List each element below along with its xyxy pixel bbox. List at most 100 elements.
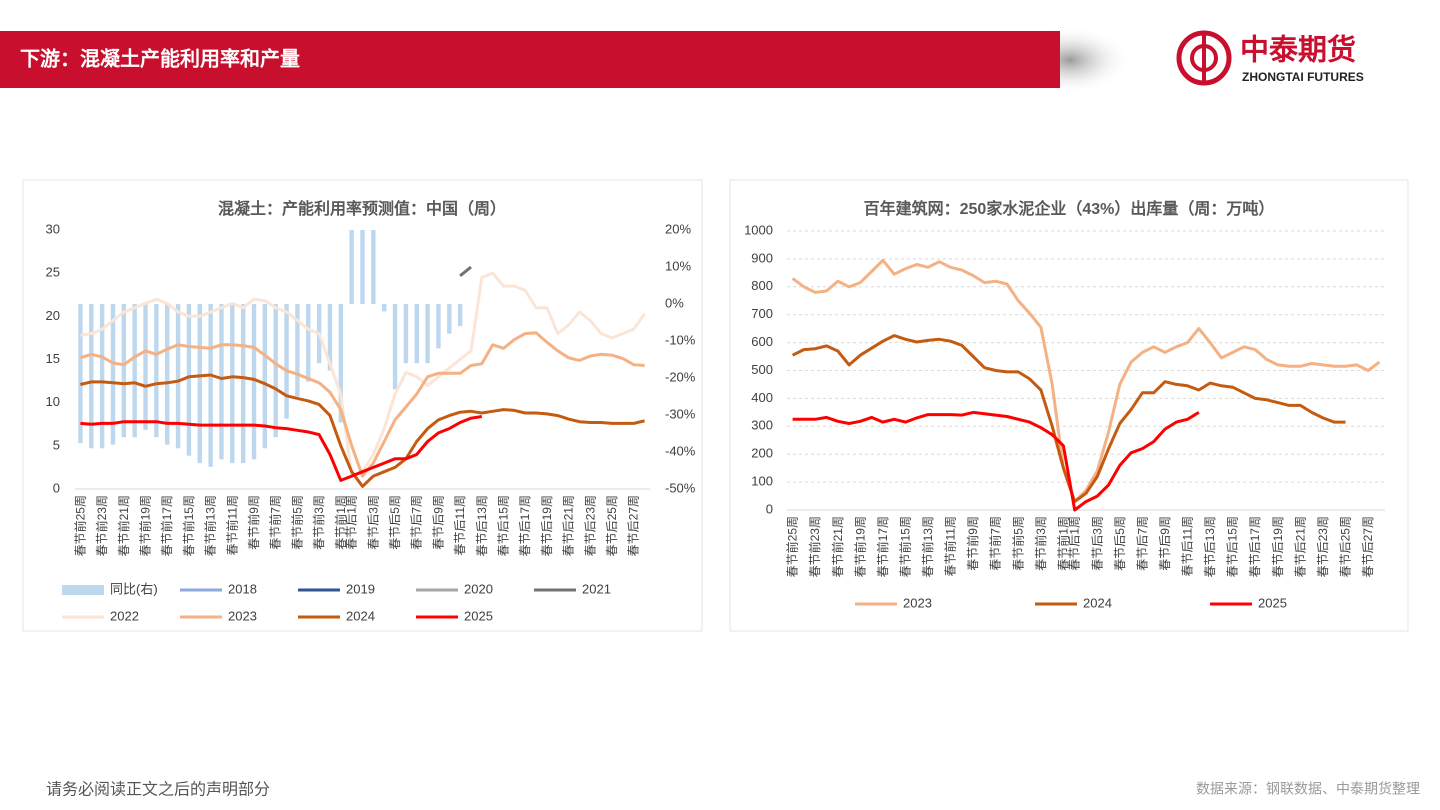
chart-title: 混凝土：产能利用率预测值：中国（周） (218, 199, 506, 218)
x-tick-label: 春节前5周 (289, 495, 304, 550)
logo-name: 中泰期货 (1240, 33, 1356, 67)
x-tick-label: 春节前7周 (988, 516, 1003, 571)
x-tick-label: 春节前23周 (807, 516, 822, 577)
x-tick-label: 春节后7周 (1135, 516, 1149, 571)
y2-tick-label: 0% (665, 295, 684, 310)
y-tick-label: 0 (766, 501, 773, 516)
line (80, 373, 645, 488)
legend-swatch (62, 585, 104, 595)
y2-tick-label: -30% (665, 406, 696, 421)
y2-tick-label: -40% (665, 443, 696, 458)
x-tick-label: 春节前3周 (311, 495, 326, 550)
y-tick-label: 30 (46, 221, 60, 236)
bar (165, 304, 170, 445)
bar (457, 304, 463, 327)
y2-tick-label: 10% (665, 258, 691, 273)
legend-label: 同比(右) (110, 581, 158, 596)
x-tick-label: 春节后3周 (366, 495, 380, 550)
bar (99, 304, 105, 449)
x-tick-label: 春节前13周 (920, 516, 935, 577)
x-tick-label: 春节后17周 (1248, 516, 1262, 577)
bar (349, 230, 354, 304)
y2-tick-label: 20% (665, 221, 691, 236)
y-tick-label: 500 (751, 362, 773, 377)
line (459, 265, 472, 277)
x-tick-label: 春节前21周 (116, 495, 131, 556)
bar (154, 304, 159, 438)
line (792, 410, 1200, 512)
x-tick-label: 春节前15周 (897, 516, 912, 577)
x-tick-label: 春节后5周 (388, 495, 402, 550)
y-tick-label: 400 (751, 390, 773, 405)
x-tick-label: 春节后9周 (431, 495, 445, 550)
logo-subname: ZHONGTAI FUTURES (1242, 70, 1364, 84)
bar (89, 304, 94, 449)
bar (425, 304, 430, 364)
x-tick-label: 春节后13周 (475, 495, 489, 556)
x-tick-label: 春节后15周 (497, 495, 511, 556)
chart-title: 百年建筑网：250家水泥企业（43%）出库量（周：万吨） (864, 199, 1275, 218)
bar (121, 304, 127, 438)
y-tick-label: 200 (751, 446, 773, 461)
x-tick-label: 春节前19周 (852, 516, 867, 577)
bar (403, 304, 409, 364)
x-tick-label: 春节后11周 (453, 495, 467, 555)
bar (327, 304, 333, 371)
line (80, 415, 483, 482)
x-tick-label: 春节前17周 (875, 516, 890, 577)
x-tick-label: 春节前25周 (72, 495, 87, 556)
x-tick-label: 春节后23周 (583, 495, 597, 556)
x-tick-label: 春节前19周 (138, 495, 153, 556)
y-tick-label: 900 (751, 250, 773, 265)
legend-label: 2025 (464, 608, 493, 623)
source: 数据来源：钢联数据、中泰期货整理 (1196, 781, 1420, 797)
bar (219, 304, 224, 460)
bar (197, 304, 202, 464)
y-tick-label: 100 (751, 474, 773, 489)
legend-label: 2024 (1083, 595, 1112, 610)
bar (251, 304, 257, 460)
x-tick-label: 春节前5周 (1010, 516, 1025, 571)
x-tick-label: 春节后21周 (562, 495, 576, 556)
bar (230, 304, 235, 464)
x-tick-label: 春节后17周 (518, 495, 532, 556)
bar (240, 304, 246, 464)
y2-tick-label: -20% (665, 369, 696, 384)
x-tick-label: 春节后15周 (1226, 516, 1240, 577)
bar (175, 304, 181, 449)
legend-label: 2020 (464, 581, 493, 596)
y-tick-label: 10 (46, 394, 60, 409)
disclaimer: 请务必阅读正文之后的声明部分 (46, 780, 270, 799)
x-tick-label: 春节后19周 (540, 495, 554, 556)
legend-label: 2024 (346, 608, 375, 623)
x-tick-label: 春节前9周 (246, 495, 261, 550)
bar (436, 304, 441, 349)
x-tick-label: 春节后1周 (1068, 516, 1082, 571)
bar (78, 304, 83, 444)
bar (186, 304, 192, 456)
legend-label: 2023 (903, 595, 932, 610)
y-tick-label: 1000 (744, 222, 773, 237)
bar (284, 304, 289, 419)
x-tick-label: 春节前17周 (159, 495, 174, 556)
x-tick-label: 春节前23周 (94, 495, 109, 556)
x-tick-label: 春节前15周 (181, 495, 196, 556)
x-tick-label: 春节前1周 (1055, 516, 1070, 571)
y-tick-label: 300 (751, 418, 773, 433)
bar (414, 304, 419, 364)
y2-tick-label: -50% (665, 480, 696, 495)
bar (132, 304, 137, 438)
bar (306, 304, 311, 382)
x-tick-label: 春节后13周 (1203, 516, 1217, 577)
x-tick-label: 春节前9周 (965, 516, 980, 571)
x-tick-label: 春节前25周 (785, 516, 800, 577)
legend-label: 2018 (228, 581, 257, 596)
y-tick-label: 800 (751, 278, 773, 293)
bar (338, 304, 344, 423)
x-tick-label: 春节后25周 (1339, 516, 1353, 577)
legend-label: 2019 (346, 581, 375, 596)
x-tick-label: 春节后1周 (345, 495, 359, 550)
legend-label: 2022 (110, 608, 139, 623)
x-tick-label: 春节前13周 (203, 495, 218, 556)
